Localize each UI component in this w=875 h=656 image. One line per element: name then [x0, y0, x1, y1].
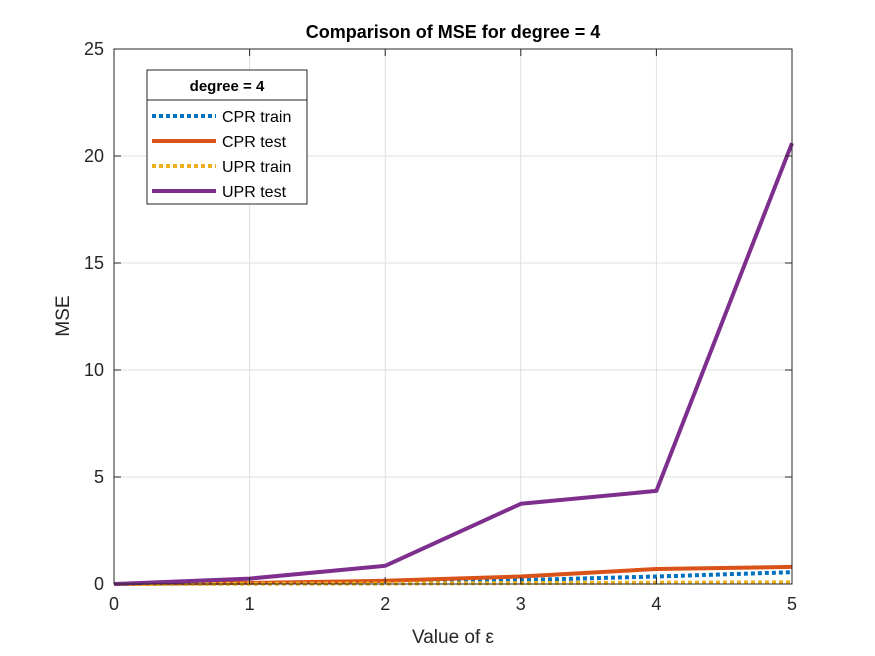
- y-tick-label: 15: [84, 253, 104, 273]
- series-line-upr-test: [113, 142, 794, 586]
- legend-label-cpr-train: CPR train: [222, 109, 291, 126]
- y-tick-label: 20: [84, 146, 104, 166]
- x-axis-label: Value of ε: [412, 627, 495, 648]
- chart-title: Comparison of MSE for degree = 4: [306, 22, 601, 42]
- legend-entries: CPR train CPR test UPR train UPR test: [152, 109, 291, 201]
- x-tick-label: 3: [516, 594, 526, 614]
- x-tick-label: 2: [380, 594, 390, 614]
- legend-box: [146, 69, 308, 205]
- legend-label-cpr-test: CPR test: [222, 134, 287, 151]
- plot-frame: [113, 48, 793, 585]
- x-tick-label: 5: [787, 594, 797, 614]
- legend-title: degree = 4: [190, 78, 265, 95]
- x-tick-label: 1: [245, 594, 255, 614]
- y-tick-label: 0: [94, 574, 104, 594]
- x-tick-label: 0: [109, 594, 119, 614]
- y-tick-label: 25: [84, 39, 104, 59]
- y-tick-label: 5: [94, 467, 104, 487]
- y-axis-label: MSE: [53, 295, 74, 336]
- y-tick-label: 10: [84, 360, 104, 380]
- x-tick-label: 4: [651, 594, 661, 614]
- legend-label-upr-test: UPR test: [222, 184, 287, 201]
- axis-ticks: 0 1 2 3 4 5 0 5 10 15 20 25: [84, 39, 797, 614]
- legend-label-upr-train: UPR train: [222, 159, 291, 176]
- legend: degree = 4 CPR train CPR test UPR train UPR…: [146, 69, 308, 205]
